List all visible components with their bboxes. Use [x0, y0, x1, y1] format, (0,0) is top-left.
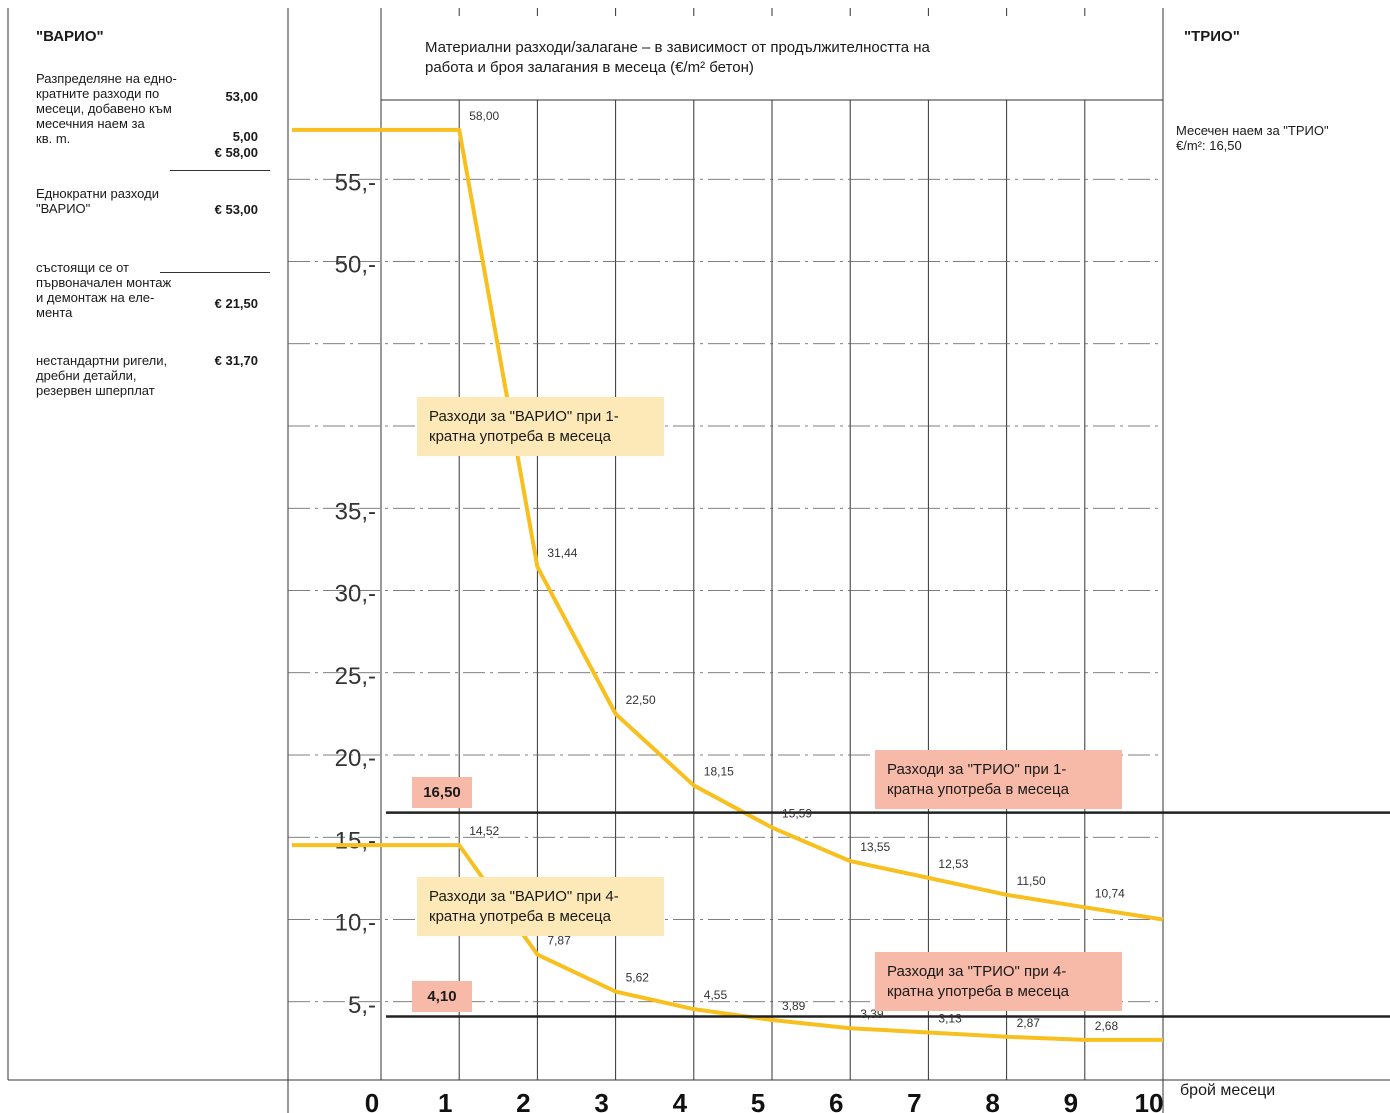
- vario-allocation-text: Разпределяне на едно- кратните разходи п…: [36, 71, 177, 146]
- legend-trio-4x: Разходи за "ТРИО" при 4-кратна употреба …: [875, 952, 1122, 1011]
- data-label: 2,87: [1017, 1016, 1041, 1030]
- data-label: 2,68: [1095, 1019, 1119, 1033]
- data-label: 12,53: [938, 857, 968, 871]
- x-tick-label: 2: [516, 1088, 530, 1113]
- vario-allocation-total: € 58,00: [214, 145, 258, 160]
- x-tick-label: 0: [365, 1088, 379, 1113]
- x-tick-label: 3: [594, 1088, 608, 1113]
- data-label: 22,50: [626, 693, 656, 707]
- trio-4x-badge: 4,10: [412, 981, 472, 1012]
- data-label: 10,74: [1095, 886, 1125, 900]
- divider: [170, 170, 270, 171]
- vario-parts-value: € 31,70: [214, 353, 258, 368]
- data-label: 11,50: [1017, 874, 1046, 888]
- data-label: 3,13: [938, 1012, 962, 1026]
- x-tick-label: 9: [1064, 1088, 1078, 1113]
- x-tick-label: 5: [751, 1088, 765, 1113]
- y-tick-label: 15,-: [335, 827, 376, 854]
- data-label: 5,62: [626, 971, 650, 985]
- y-tick-label: 25,-: [335, 663, 376, 690]
- vario-allocation-value: 53,00: [225, 89, 258, 104]
- data-label: 15,59: [782, 807, 812, 821]
- x-tick-label: 7: [907, 1088, 921, 1113]
- y-tick-label: 5,-: [348, 992, 376, 1019]
- vario-parts-text: нестандартни ригели, дребни детайли, рез…: [36, 353, 168, 398]
- x-tick-labels: 0 1 2 3 4 5 6 7 8 9 10: [365, 1088, 1164, 1113]
- legend-vario-1x: Разходи за "ВАРИО" при 1-кратна употреба…: [417, 397, 664, 456]
- data-label: 13,55: [860, 840, 890, 854]
- chart-frame: [7, 8, 1390, 1113]
- y-tick-labels: 5,- 10,- 15,- 20,- 25,- 30,- 35,- 50,- 55,-: [335, 169, 376, 1019]
- y-tick-label: 55,-: [335, 169, 376, 196]
- x-tick-label: 1: [438, 1088, 452, 1113]
- y-tick-label: 20,-: [335, 745, 376, 772]
- legend-trio-1x: Разходи за "ТРИО" при 1-кратна употреба …: [875, 750, 1122, 809]
- trio-rent-text: Месечен наем за "ТРИО" €/m²: 16,50: [1176, 123, 1329, 153]
- point-labels: 58,00 31,44 22,50 18,15 15,59 13,55 12,53 11,50…: [469, 109, 1125, 1033]
- data-label: 4,55: [704, 988, 728, 1002]
- divider: [160, 272, 270, 273]
- vario-onetime-value: € 53,00: [214, 202, 258, 217]
- x-tick-label: 4: [673, 1088, 688, 1113]
- x-tick-label: 10: [1135, 1088, 1164, 1113]
- vario-assembly-text: състоящи се от първоначален монтаж и дем…: [36, 260, 172, 320]
- vario-onetime-text: Еднократни разходи "ВАРИО": [36, 186, 159, 216]
- y-tick-label: 35,-: [335, 498, 376, 525]
- vario-title: "ВАРИО": [36, 28, 104, 45]
- vario-assembly-value: € 21,50: [214, 296, 258, 311]
- vario-monthly-rent-value: 5,00: [232, 129, 258, 144]
- data-label: 31,44: [547, 546, 577, 560]
- data-label: 14,52: [469, 824, 499, 838]
- y-tick-label: 30,-: [335, 581, 376, 608]
- y-tick-label: 10,-: [335, 910, 376, 937]
- legend-vario-4x: Разходи за "ВАРИО" при 4-кратна употреба…: [417, 877, 664, 936]
- data-label: 7,87: [547, 934, 571, 948]
- y-tick-label: 50,-: [335, 252, 376, 279]
- x-tick-label: 6: [829, 1088, 843, 1113]
- data-label: 18,15: [704, 764, 734, 778]
- trio-1x-badge: 16,50: [412, 777, 472, 808]
- chart-title: Материални разходи/залагане – в зависимо…: [425, 39, 930, 76]
- trio-title: "ТРИО": [1184, 28, 1240, 45]
- x-tick-label: 8: [985, 1088, 999, 1113]
- data-label: 58,00: [469, 109, 499, 123]
- x-axis-label: брой месеци: [1180, 1082, 1276, 1099]
- data-label: 3,89: [782, 999, 806, 1013]
